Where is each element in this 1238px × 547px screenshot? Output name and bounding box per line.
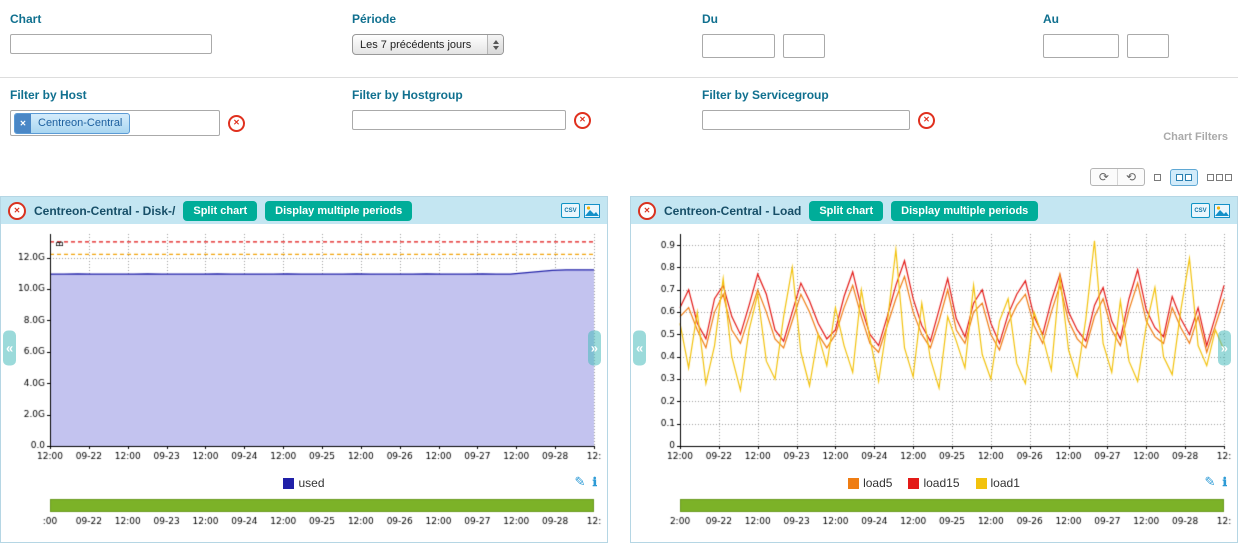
scroll-left-button[interactable]: « (633, 331, 646, 366)
square-icon (1185, 174, 1192, 181)
chart-filter-input[interactable] (10, 34, 212, 54)
info-icon[interactable]: ℹ (1222, 475, 1227, 489)
panel-header: ✕ Centreon-Central - Load Split chart Di… (631, 197, 1237, 224)
manual-refresh-icon[interactable]: ⟲ (1117, 169, 1144, 185)
chart-panel-load: ✕ Centreon-Central - Load Split chart Di… (630, 196, 1238, 543)
chart-filters-caption: Chart Filters (1163, 131, 1228, 143)
chart-filter-label: Chart (10, 12, 212, 26)
display-multiple-periods-button[interactable]: Display multiple periods (891, 201, 1038, 221)
servicegroup-filter-input[interactable] (702, 110, 910, 130)
square-icon (1207, 174, 1214, 181)
filter-by-host-field: Filter by Host ✕ Centreon-Central ✕ (10, 88, 245, 136)
panel-header: ✕ Centreon-Central - Disk-/ Split chart … (1, 197, 607, 224)
display-multiple-periods-button[interactable]: Display multiple periods (265, 201, 412, 221)
legend-item-used: used (283, 476, 324, 490)
chart-legend: load5 load15 load1 (848, 476, 1020, 490)
filter-by-servicegroup-field: Filter by Servicegroup ✕ (702, 88, 935, 130)
au-date-input[interactable] (1043, 34, 1119, 58)
chart-area: « » (631, 224, 1237, 472)
square-icon (1225, 174, 1232, 181)
auto-refresh-icon[interactable]: ⟳ (1091, 169, 1117, 185)
host-chip: ✕ Centreon-Central (14, 113, 130, 134)
au-time-input[interactable] (1127, 34, 1169, 58)
disk-chart-canvas (4, 226, 604, 472)
legend-icons: ✎ ℹ (575, 474, 597, 490)
timeline-overview[interactable] (634, 496, 1234, 536)
close-chart-icon[interactable]: ✕ (8, 202, 26, 220)
host-filter-input[interactable]: ✕ Centreon-Central (10, 110, 220, 136)
scroll-left-button[interactable]: « (3, 331, 16, 366)
edit-icon[interactable]: ✎ (575, 474, 586, 490)
clear-servicegroup-filter-icon[interactable]: ✕ (918, 112, 935, 129)
scroll-right-button[interactable]: » (1218, 331, 1231, 366)
du-field: Du (702, 12, 825, 58)
au-field: Au (1043, 12, 1169, 58)
view-toolbar: ⟳ ⟲ (1090, 168, 1232, 186)
square-icon (1176, 174, 1183, 181)
three-column-layout-icon[interactable] (1207, 174, 1232, 181)
clear-hostgroup-filter-icon[interactable]: ✕ (574, 112, 591, 129)
refresh-button-group: ⟳ ⟲ (1090, 168, 1145, 186)
export-image-icon[interactable] (584, 204, 600, 218)
select-stepper-icon (487, 35, 503, 54)
export-csv-icon[interactable]: CSV (561, 203, 580, 218)
one-column-layout-icon[interactable] (1154, 174, 1161, 181)
filter-by-hostgroup-field: Filter by Hostgroup ✕ (352, 88, 591, 130)
legend-icons: ✎ ℹ (1205, 474, 1227, 490)
legend-row: load5 load15 load1 ✎ ℹ (631, 472, 1237, 494)
du-date-input[interactable] (702, 34, 775, 58)
chip-label: Centreon-Central (31, 114, 129, 133)
timeline-overview[interactable] (4, 496, 604, 536)
du-label: Du (702, 12, 825, 26)
split-chart-button[interactable]: Split chart (183, 201, 257, 221)
split-chart-button[interactable]: Split chart (809, 201, 883, 221)
close-chart-icon[interactable]: ✕ (638, 202, 656, 220)
scroll-right-button[interactable]: » (588, 331, 601, 366)
legend-item-load1: load1 (976, 476, 1020, 490)
chart-filters-section: Chart Période Les 7 précédents jours Du … (0, 0, 1238, 150)
periode-select[interactable]: Les 7 précédents jours (352, 34, 504, 55)
chart-filter-field: Chart (10, 12, 212, 54)
load-chart-canvas (634, 226, 1234, 472)
export-icons: CSV (561, 203, 600, 218)
hostgroup-filter-input[interactable] (352, 110, 566, 130)
legend-item-load15: load15 (908, 476, 959, 490)
export-image-icon[interactable] (1214, 204, 1230, 218)
two-column-layout-icon[interactable] (1170, 169, 1198, 186)
clear-host-filter-icon[interactable]: ✕ (228, 115, 245, 132)
periode-selected-value: Les 7 précédents jours (360, 39, 471, 51)
view-toolbar-row: ⟳ ⟲ (0, 150, 1238, 196)
legend-row: used ✎ ℹ (1, 472, 607, 494)
periode-label: Période (352, 12, 504, 26)
filters-divider (0, 77, 1238, 78)
square-icon (1216, 174, 1223, 181)
chart-panel-disk: ✕ Centreon-Central - Disk-/ Split chart … (0, 196, 608, 543)
chart-legend: used (283, 476, 324, 490)
au-label: Au (1043, 12, 1169, 26)
chip-remove-icon[interactable]: ✕ (15, 114, 31, 133)
periode-field: Période Les 7 précédents jours (352, 12, 504, 55)
chart-title: Centreon-Central - Disk-/ (34, 204, 175, 218)
du-time-input[interactable] (783, 34, 825, 58)
filter-by-hostgroup-label: Filter by Hostgroup (352, 88, 591, 102)
chart-area: « » (1, 224, 607, 472)
export-icons: CSV (1191, 203, 1230, 218)
info-icon[interactable]: ℹ (592, 475, 597, 489)
edit-icon[interactable]: ✎ (1205, 474, 1216, 490)
export-csv-icon[interactable]: CSV (1191, 203, 1210, 218)
chart-title: Centreon-Central - Load (664, 204, 801, 218)
filter-by-servicegroup-label: Filter by Servicegroup (702, 88, 935, 102)
charts-grid: ✕ Centreon-Central - Disk-/ Split chart … (0, 196, 1238, 543)
filter-by-host-label: Filter by Host (10, 88, 245, 102)
legend-item-load5: load5 (848, 476, 892, 490)
